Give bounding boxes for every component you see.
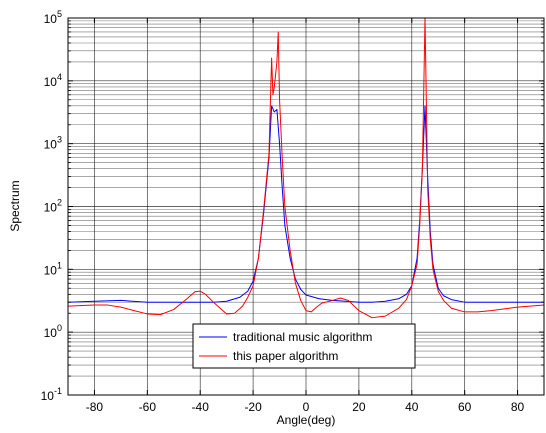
y-tick-label: 105 xyxy=(44,9,62,26)
y-tick-label: 10-1 xyxy=(41,386,62,403)
y-tick-label: 101 xyxy=(44,260,62,277)
x-tick-label: -80 xyxy=(86,400,104,414)
y-tick-label: 104 xyxy=(44,72,62,89)
x-tick-label: -60 xyxy=(139,400,157,414)
y-tick-labels: 10-1 100 101 102 103 104 105 xyxy=(41,9,62,403)
x-axis-label: Angle(deg) xyxy=(277,413,336,427)
axis-ticks xyxy=(68,17,544,396)
y-tick-label: 100 xyxy=(44,323,62,340)
series-line-traditional-music xyxy=(67,105,544,303)
x-tick-labels: -80 -60 -40 -20 0 20 40 60 80 xyxy=(86,400,525,414)
y-tick-label: 103 xyxy=(44,135,62,152)
x-tick-label: 40 xyxy=(405,400,419,414)
y-tick-label: 102 xyxy=(44,198,62,215)
legend-label-this-paper: this paper algorithm xyxy=(233,349,338,363)
x-tick-label: 80 xyxy=(511,400,525,414)
x-tick-label: 20 xyxy=(352,400,366,414)
series-layer xyxy=(67,17,545,319)
legend-label-traditional: traditional music algorithm xyxy=(233,330,372,344)
y-axis-label: Spectrum xyxy=(8,180,22,231)
legend-box xyxy=(192,323,416,369)
x-tick-label: -40 xyxy=(192,400,210,414)
series-line-this-paper xyxy=(67,17,545,319)
x-tick-label: 0 xyxy=(303,400,310,414)
legend: traditional music algorithm this paper a… xyxy=(192,323,416,369)
x-tick-label: 60 xyxy=(458,400,472,414)
x-tick-label: -20 xyxy=(244,400,262,414)
